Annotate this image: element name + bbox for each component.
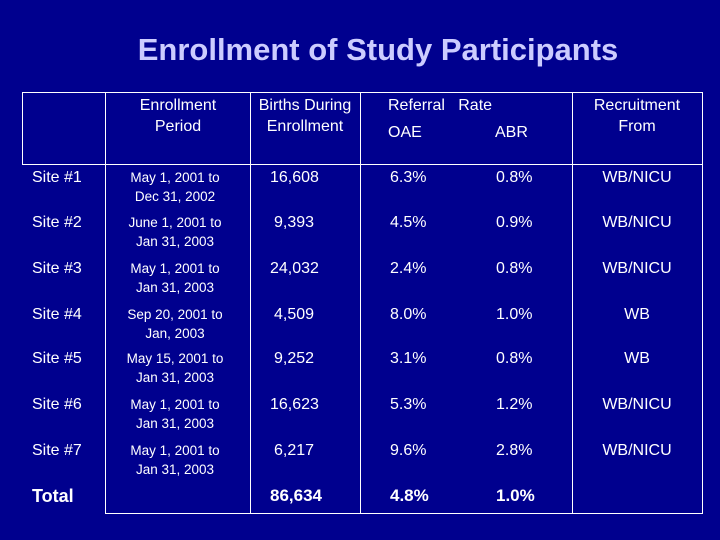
row-period: May 1, 2001 to Jan 31, 2003: [130, 397, 220, 431]
row-oae: 9.6%: [390, 442, 427, 459]
row-births: 6,217: [274, 442, 315, 459]
row-site: Site #4: [32, 306, 82, 323]
row-abr: 2.8%: [496, 442, 533, 459]
row-recruit: WB/NICU: [602, 442, 672, 459]
table-border-left: [22, 92, 23, 164]
row-abr: 1.2%: [496, 396, 533, 413]
row-period: May 15, 2001 to Jan 31, 2003: [126, 351, 224, 385]
total-abr: 1.0%: [496, 486, 535, 505]
slide-title: Enrollment of Study Participants: [137, 32, 619, 67]
total-label: Total: [32, 486, 74, 506]
row-abr: 0.9%: [496, 214, 533, 231]
header-referral-rate: Referral Rate: [388, 97, 493, 114]
row-site: Site #2: [32, 214, 82, 231]
row-abr: 1.0%: [496, 306, 533, 323]
row-site: Site #5: [32, 350, 82, 367]
row-recruit: WB: [624, 306, 650, 323]
table-border-bottom: [105, 513, 703, 514]
row-oae: 4.5%: [390, 214, 427, 231]
row-births: 16,623: [270, 396, 319, 413]
row-abr: 0.8%: [496, 260, 533, 277]
header-births: Births During Enrollment: [258, 97, 352, 135]
header-recruitment: Recruitment From: [593, 97, 681, 135]
total-births: 86,634: [270, 486, 322, 505]
row-recruit: WB/NICU: [602, 260, 672, 277]
row-births: 9,393: [274, 214, 315, 231]
row-recruit: WB/NICU: [602, 169, 672, 186]
row-period: Sep 20, 2001 to Jan, 2003: [127, 307, 223, 341]
row-site: Site #7: [32, 442, 82, 459]
row-recruit: WB/NICU: [602, 214, 672, 231]
row-oae: 2.4%: [390, 260, 427, 277]
row-births: 4,509: [274, 306, 315, 323]
row-abr: 0.8%: [496, 350, 533, 367]
header-enrollment-period: Enrollment Period: [139, 97, 217, 135]
table-header-divider: [22, 164, 703, 165]
row-births: 24,032: [270, 260, 319, 277]
header-oae: OAE: [388, 124, 422, 141]
row-oae: 6.3%: [390, 169, 427, 186]
header-abr: ABR: [495, 124, 528, 141]
table-border-right: [702, 92, 703, 514]
table-col-divider-1: [105, 92, 106, 514]
row-oae: 3.1%: [390, 350, 427, 367]
row-site: Site #3: [32, 260, 82, 277]
row-site: Site #1: [32, 169, 82, 186]
table-col-divider-2: [250, 92, 251, 514]
row-recruit: WB: [624, 350, 650, 367]
total-oae: 4.8%: [390, 486, 429, 505]
row-period: June 1, 2001 to Jan 31, 2003: [128, 215, 222, 249]
row-births: 9,252: [274, 350, 315, 367]
table-col-divider-3: [360, 92, 361, 514]
table-border-top: [22, 92, 703, 93]
row-abr: 0.8%: [496, 169, 533, 186]
row-site: Site #6: [32, 396, 82, 413]
row-recruit: WB/NICU: [602, 396, 672, 413]
row-period: May 1, 2001 to Jan 31, 2003: [130, 261, 220, 295]
row-period: May 1, 2001 to Dec 31, 2002: [130, 170, 220, 204]
table-col-divider-4: [572, 92, 573, 514]
row-period: May 1, 2001 to Jan 31, 2003: [130, 443, 220, 477]
row-oae: 5.3%: [390, 396, 427, 413]
row-oae: 8.0%: [390, 306, 427, 323]
row-births: 16,608: [270, 169, 319, 186]
